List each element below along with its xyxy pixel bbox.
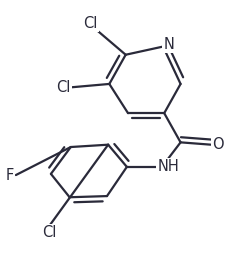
Text: NH: NH [157, 159, 179, 174]
Text: N: N [164, 37, 174, 52]
Text: Cl: Cl [83, 16, 98, 31]
Text: Cl: Cl [43, 225, 57, 240]
Text: F: F [5, 168, 13, 183]
Text: O: O [212, 137, 223, 152]
Text: Cl: Cl [57, 80, 71, 95]
